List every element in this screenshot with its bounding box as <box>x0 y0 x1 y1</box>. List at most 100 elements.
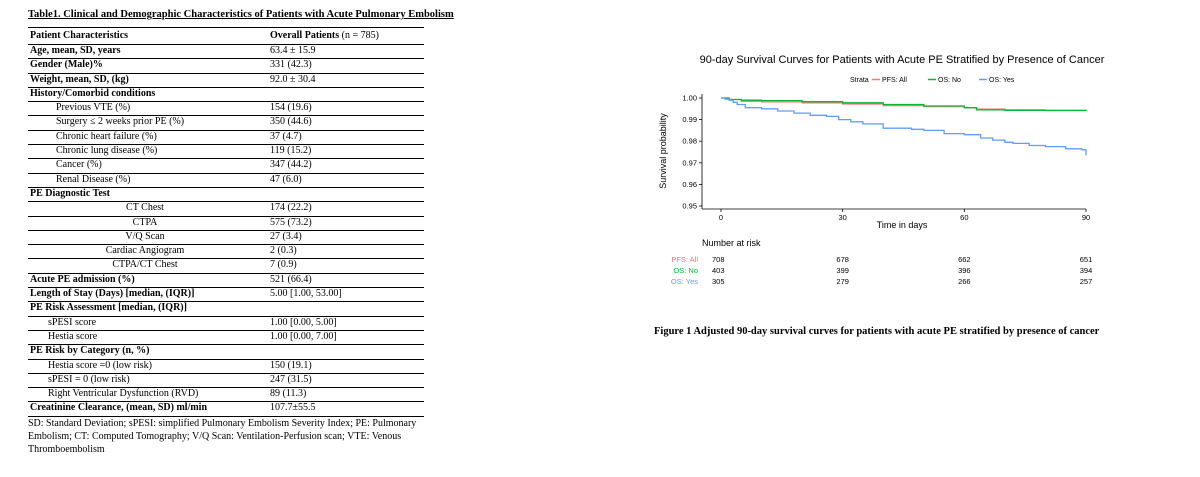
row-value: 1.00 [0.00, 5.00] <box>264 316 424 331</box>
row-label: V/Q Scan <box>28 230 264 246</box>
table-row: Chronic heart failure (%) 37 (4.7) <box>28 130 424 146</box>
legend-label: OS: Yes <box>989 77 1015 84</box>
row-value: 89 (11.3) <box>264 387 424 403</box>
row-label: PE Diagnostic Test <box>28 187 264 203</box>
y-axis-label: Survival probability <box>658 113 668 189</box>
x-tick-label: 90 <box>1082 213 1090 222</box>
table-body: Age, mean, SD, years 63.4 ± 15.9 Gender (M… <box>28 44 424 417</box>
series-line-1 <box>721 97 1087 112</box>
row-value: 154 (19.6) <box>264 101 424 117</box>
table-title: Table1. Clinical and Demographic Charact… <box>28 9 454 20</box>
row-label: Renal Disease (%) <box>28 173 264 188</box>
row-value: 37 (4.7) <box>264 130 424 146</box>
risk-value: 651 <box>1080 255 1093 264</box>
header-overall-bold: Overall Patients <box>270 29 340 41</box>
row-label: Length of Stay (Days) [median, (IQR)] <box>28 287 264 303</box>
table-row: PE Risk by Category (n, %) <box>28 344 424 360</box>
risk-value: 266 <box>958 277 971 286</box>
table-row: V/Q Scan 27 (3.4) <box>28 230 424 246</box>
risk-value: 279 <box>836 277 849 286</box>
table-row: CTPA/CT Chest 7 (0.9) <box>28 258 424 274</box>
header-patient-characteristics: Patient Characteristics <box>28 27 264 45</box>
row-label: CTPA <box>28 216 264 231</box>
row-value: 47 (6.0) <box>264 173 424 188</box>
survival-chart: 90-day Survival Curves for Patients with… <box>658 54 1105 286</box>
row-label: sPESI score <box>28 316 264 331</box>
table-footnote: SD: Standard Deviation; sPESI: simplifie… <box>28 418 417 455</box>
row-value <box>264 87 424 103</box>
risk-table-title: Number at risk <box>702 238 761 248</box>
risk-value: 394 <box>1080 266 1093 275</box>
table-row: Gender (Male)% 331 (42.3) <box>28 58 424 74</box>
row-value: 119 (15.2) <box>264 144 424 160</box>
legend-label: OS: No <box>938 77 961 84</box>
y-tick-label: 1.00 <box>682 94 697 103</box>
row-value: 331 (42.3) <box>264 58 424 74</box>
risk-row-label: OS: No <box>673 266 698 275</box>
row-label: History/Comorbid conditions <box>28 87 264 103</box>
y-tick-label: 0.98 <box>682 137 697 146</box>
table-row: Renal Disease (%) 47 (6.0) <box>28 173 424 188</box>
row-label: Cancer (%) <box>28 158 264 174</box>
row-value: 350 (44.6) <box>264 115 424 131</box>
table-row: CT Chest 174 (22.2) <box>28 201 424 217</box>
figure-caption: Figure 1 Adjusted 90-day survival curves… <box>654 326 1100 337</box>
row-value: 521 (66.4) <box>264 273 424 289</box>
row-value: 347 (44.2) <box>264 158 424 174</box>
row-value: 92.0 ± 30.4 <box>264 73 424 88</box>
header-overall-patients: Overall Patients (n = 785) <box>264 27 424 45</box>
row-label: CTPA/CT Chest <box>28 258 264 274</box>
table-row: Chronic lung disease (%) 119 (15.2) <box>28 144 424 160</box>
risk-value: 662 <box>958 255 971 264</box>
y-tick-label: 0.95 <box>682 202 697 211</box>
table-row: Hestia score =0 (low risk) 150 (19.1) <box>28 359 424 374</box>
y-tick-label: 0.99 <box>682 115 697 124</box>
table-row: Right Ventricular Dysfunction (RVD) 89 (1… <box>28 387 424 403</box>
row-label: CT Chest <box>28 201 264 217</box>
row-value: 575 (73.2) <box>264 216 424 231</box>
row-label: Right Ventricular Dysfunction (RVD) <box>28 387 264 403</box>
table-row: Length of Stay (Days) [median, (IQR)] 5.0… <box>28 287 424 303</box>
row-label: sPESI = 0 (low risk) <box>28 373 264 389</box>
risk-value: 305 <box>712 277 725 286</box>
legend-label: PFS: All <box>882 77 907 84</box>
row-label: Chronic lung disease (%) <box>28 144 264 160</box>
table-row: Age, mean, SD, years 63.4 ± 15.9 <box>28 44 424 60</box>
table-row: Cardiac Angiogram 2 (0.3) <box>28 244 424 260</box>
risk-value: 399 <box>836 266 849 275</box>
table-row: Hestia score 1.00 [0.00, 7.00] <box>28 330 424 346</box>
risk-value: 257 <box>1080 277 1093 286</box>
risk-value: 678 <box>836 255 849 264</box>
table-row: Surgery ≤ 2 weeks prior PE (%) 350 (44.6) <box>28 115 424 131</box>
risk-row-label: OS: Yes <box>671 277 698 286</box>
row-label: Age, mean, SD, years <box>28 44 264 60</box>
table-row: Cancer (%) 347 (44.2) <box>28 158 424 174</box>
row-value: 7 (0.9) <box>264 258 424 274</box>
chart-title: 90-day Survival Curves for Patients with… <box>700 54 1105 66</box>
row-label: PE Risk by Category (n, %) <box>28 344 264 360</box>
y-tick-label: 0.96 <box>682 180 697 189</box>
row-label: Hestia score <box>28 330 264 346</box>
row-value <box>264 344 424 360</box>
header-overall-n: (n = 785) <box>339 29 379 41</box>
row-label: Hestia score =0 (low risk) <box>28 359 264 374</box>
row-label: Chronic heart failure (%) <box>28 130 264 146</box>
table-row: Acute PE admission (%) 521 (66.4) <box>28 273 424 289</box>
table-row: PE Risk Assessment [median, (IQR)] <box>28 301 424 317</box>
row-label: PE Risk Assessment [median, (IQR)] <box>28 301 264 317</box>
row-value: 2 (0.3) <box>264 244 424 260</box>
table-header-row: Patient Characteristics Overall Patients… <box>28 27 424 45</box>
risk-value: 708 <box>712 255 725 264</box>
row-label: Surgery ≤ 2 weeks prior PE (%) <box>28 115 264 131</box>
x-axis-label: Time in days <box>877 220 928 230</box>
row-value: 150 (19.1) <box>264 359 424 374</box>
series-line-2 <box>721 97 1087 156</box>
table-row: sPESI score 1.00 [0.00, 5.00] <box>28 316 424 331</box>
x-tick-label: 30 <box>838 213 846 222</box>
table-row: PE Diagnostic Test <box>28 187 424 203</box>
row-value <box>264 301 424 317</box>
row-value: 107.7±55.5 <box>264 401 424 417</box>
table-row: Weight, mean, SD, (kg) 92.0 ± 30.4 <box>28 73 424 88</box>
risk-row-label: PFS: All <box>671 255 698 264</box>
legend-title: Strata <box>850 77 869 84</box>
